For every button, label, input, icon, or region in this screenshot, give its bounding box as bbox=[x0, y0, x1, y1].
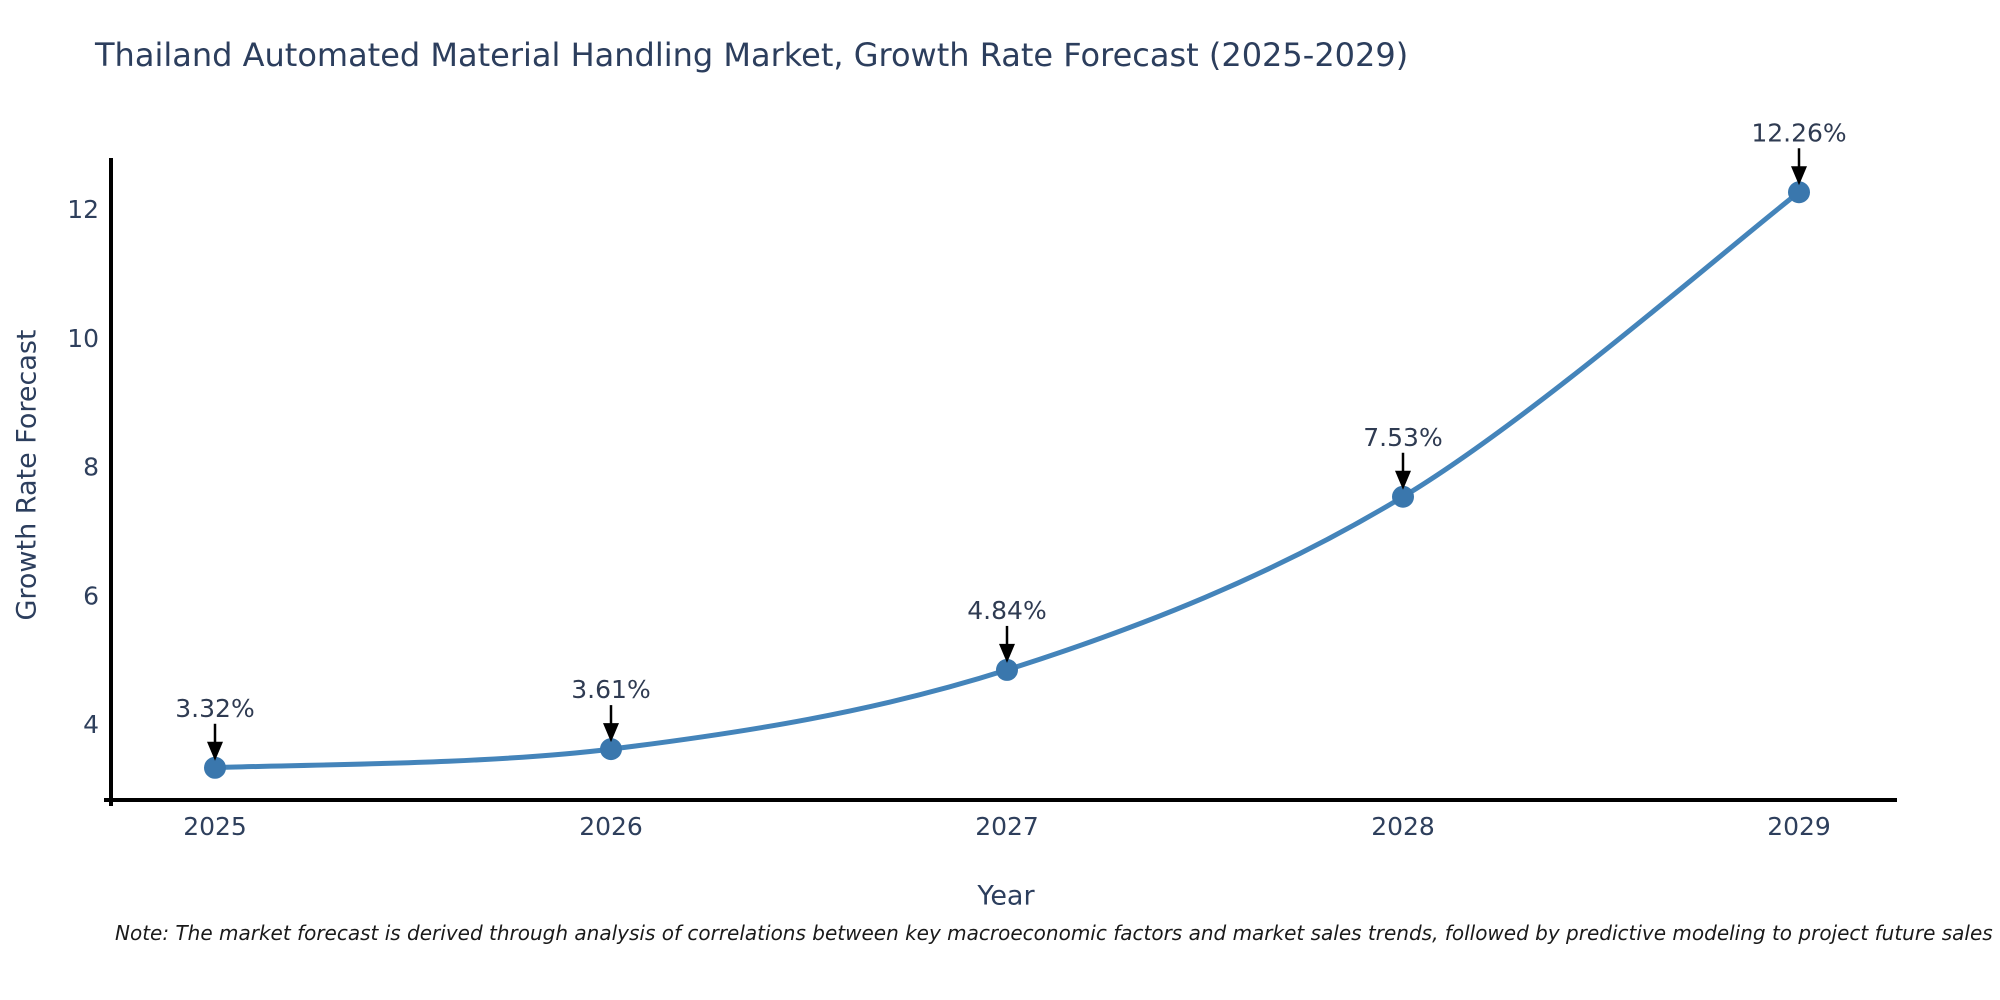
y-tick-label: 8 bbox=[83, 453, 99, 482]
x-tick-label: 2025 bbox=[183, 812, 247, 841]
footnote: Note: The market forecast is derived thr… bbox=[115, 921, 1993, 945]
chart-title: Thailand Automated Material Handling Mar… bbox=[95, 36, 1409, 74]
annotation-arrowhead bbox=[1791, 166, 1807, 186]
point-annotation-label: 3.32% bbox=[175, 694, 254, 723]
y-tick-label: 4 bbox=[83, 710, 99, 739]
annotation-arrowhead bbox=[1395, 470, 1411, 490]
y-tick-label: 10 bbox=[67, 324, 99, 353]
point-annotation-label: 4.84% bbox=[967, 596, 1046, 625]
x-axis-title: Year bbox=[977, 880, 1035, 912]
data-point-2027 bbox=[996, 658, 1018, 681]
x-tick-label: 2029 bbox=[1767, 812, 1831, 841]
data-point-2025 bbox=[204, 756, 226, 779]
x-tick-label: 2027 bbox=[975, 812, 1039, 841]
annotation-arrowhead bbox=[207, 741, 223, 761]
forecast-line bbox=[212, 189, 1802, 771]
x-tick-label: 2026 bbox=[579, 812, 643, 841]
data-point-2028 bbox=[1392, 485, 1414, 508]
point-annotation-label: 7.53% bbox=[1363, 423, 1442, 452]
annotation-arrowhead bbox=[999, 643, 1015, 663]
data-point-2029 bbox=[1788, 181, 1810, 204]
annotation-arrowhead bbox=[603, 723, 619, 743]
data-point-2026 bbox=[600, 738, 622, 761]
x-tick-label: 2028 bbox=[1371, 812, 1435, 841]
point-annotation-label: 3.61% bbox=[571, 675, 650, 704]
y-axis-title: Growth Rate Forecast bbox=[11, 329, 43, 621]
y-tick-label: 6 bbox=[83, 581, 99, 610]
y-tick-label: 12 bbox=[67, 195, 99, 224]
point-annotation-label: 12.26% bbox=[1751, 118, 1846, 147]
